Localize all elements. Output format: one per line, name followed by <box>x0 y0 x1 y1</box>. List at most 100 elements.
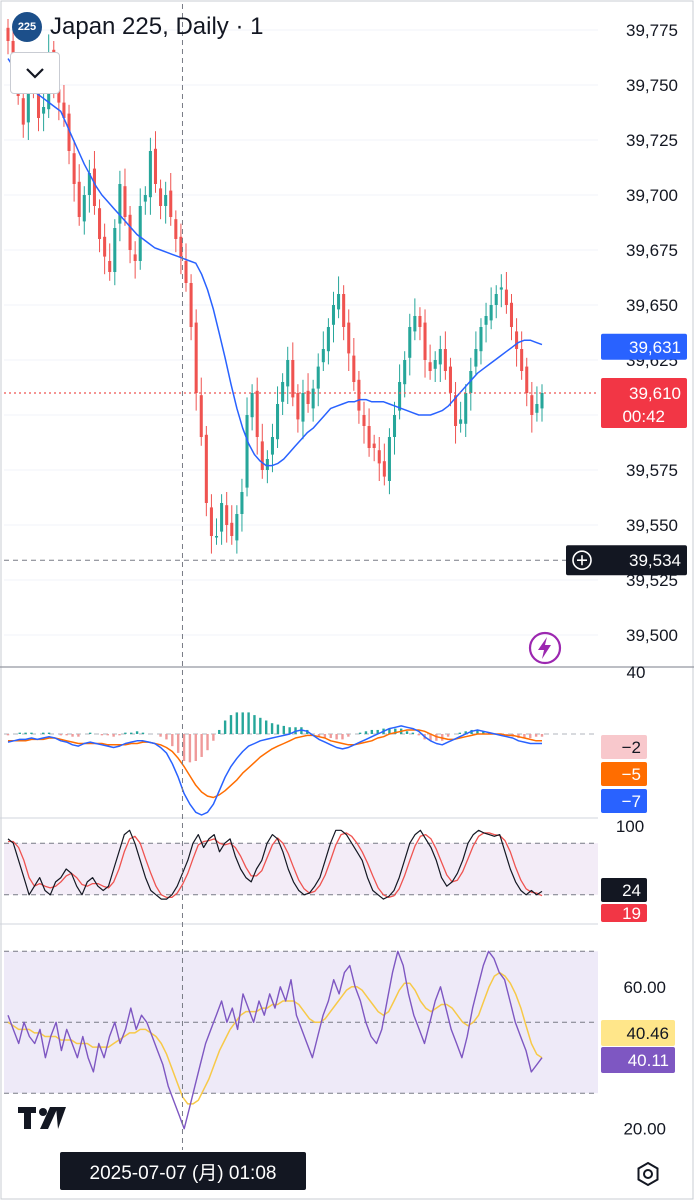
candle-body <box>367 426 371 448</box>
price-tick-label: 39,700 <box>626 186 678 205</box>
candle-body <box>286 360 290 387</box>
crosshair-price-label-bg <box>566 545 687 576</box>
candle-body <box>423 322 427 360</box>
candle-body <box>459 419 463 424</box>
macd-histogram-label-bg <box>601 735 647 759</box>
macd-histogram-label: −2 <box>622 738 641 757</box>
candle-body <box>408 327 412 358</box>
candle-body <box>352 355 356 382</box>
candle-body <box>438 349 442 365</box>
candle-body <box>199 395 203 437</box>
candle-body <box>357 379 361 411</box>
candle-body <box>499 287 503 290</box>
stoch-band <box>4 843 598 895</box>
candle-body <box>448 366 452 393</box>
chart-header: 225 Japan 225, Daily · 1 <box>12 12 263 42</box>
candle-body <box>362 415 366 426</box>
candle-body <box>103 236 107 257</box>
chart-settings-icon[interactable] <box>634 1160 662 1193</box>
candle-body <box>331 305 336 325</box>
collapse-legend-button[interactable] <box>10 52 60 94</box>
candle-body <box>209 507 213 536</box>
candle-body <box>515 331 519 349</box>
symbol-logo-icon[interactable]: 225 <box>12 12 42 42</box>
candle-body <box>42 107 46 114</box>
candle-body <box>433 360 437 369</box>
stoch-d-label: 19 <box>622 904 641 923</box>
stoch-top-tick: 100 <box>616 817 644 836</box>
candle-body <box>159 188 163 206</box>
chart-title[interactable]: Japan 225, Daily · 1 <box>50 13 264 40</box>
candle-body <box>230 522 234 536</box>
candle-body <box>189 283 193 327</box>
price-tick-label: 39,750 <box>626 76 678 95</box>
candle-body <box>72 153 76 184</box>
rsi-ma-label: 40.46 <box>626 1024 669 1043</box>
candle-body <box>520 349 524 371</box>
candle-body <box>525 366 529 393</box>
macd-value-label: −7 <box>622 792 641 811</box>
candle-body <box>62 102 66 118</box>
candle-body <box>26 74 30 123</box>
candle-body <box>204 434 208 503</box>
candle-body <box>220 503 224 532</box>
stoch-k-label: 24 <box>622 881 641 900</box>
candle-body <box>342 294 346 327</box>
candle-body <box>250 393 254 418</box>
candle-body <box>316 366 320 389</box>
price-tick-label: 39,775 <box>626 21 678 40</box>
moving-average-line <box>7 58 543 467</box>
price-tick-label: 39,550 <box>626 516 678 535</box>
candle-body <box>245 415 249 488</box>
rsi-tick-label: 60.00 <box>623 978 666 997</box>
candle-body <box>382 461 386 477</box>
macd-line <box>7 725 542 816</box>
candle-body <box>214 536 219 538</box>
candle-body <box>148 151 152 198</box>
candle-body <box>387 437 391 481</box>
candle-body <box>535 404 539 413</box>
ma-price-label: 39,631 <box>629 338 681 357</box>
candle-body <box>418 316 422 327</box>
candle-body <box>77 181 81 217</box>
candle-body <box>194 322 198 393</box>
candle-body <box>311 388 315 409</box>
candle-body <box>138 206 142 261</box>
rsi-ma-label-bg <box>601 1020 675 1046</box>
candle-body <box>504 289 508 305</box>
candle-body <box>509 302 514 327</box>
candle-body <box>337 294 341 310</box>
rsi-line <box>7 950 543 1130</box>
macd-signal-label-bg <box>601 762 647 786</box>
candle-body <box>469 371 473 393</box>
candle-body <box>184 261 188 283</box>
candle-body <box>530 395 534 415</box>
candle-body <box>413 316 417 332</box>
candle-body <box>82 195 86 222</box>
stoch-d-label-bg <box>601 904 647 922</box>
macd-top-tick: 40 <box>627 663 646 682</box>
flash-icon[interactable] <box>528 631 562 670</box>
candle-body <box>377 450 381 464</box>
stoch-d-line <box>8 832 543 899</box>
candle-body <box>6 27 10 41</box>
add-alert-icon <box>572 550 592 571</box>
tradingview-logo-icon <box>18 1104 68 1137</box>
candle-body <box>479 327 483 352</box>
candle-body <box>118 184 122 224</box>
candle-body <box>113 228 117 272</box>
candle-body <box>179 236 183 257</box>
rsi-value-label-bg <box>601 1047 675 1073</box>
crosshair-price-label: 39,534 <box>629 551 681 570</box>
candle-body <box>301 393 305 422</box>
candle-body <box>474 349 478 367</box>
candle-body <box>276 404 280 440</box>
candle-body <box>133 254 137 261</box>
candle-body <box>92 168 96 206</box>
price-tick-label: 39,525 <box>626 571 678 590</box>
candle-body <box>326 327 330 352</box>
candle-body <box>398 382 402 411</box>
candle-body <box>428 362 432 371</box>
macd-signal-label: −5 <box>622 765 641 784</box>
